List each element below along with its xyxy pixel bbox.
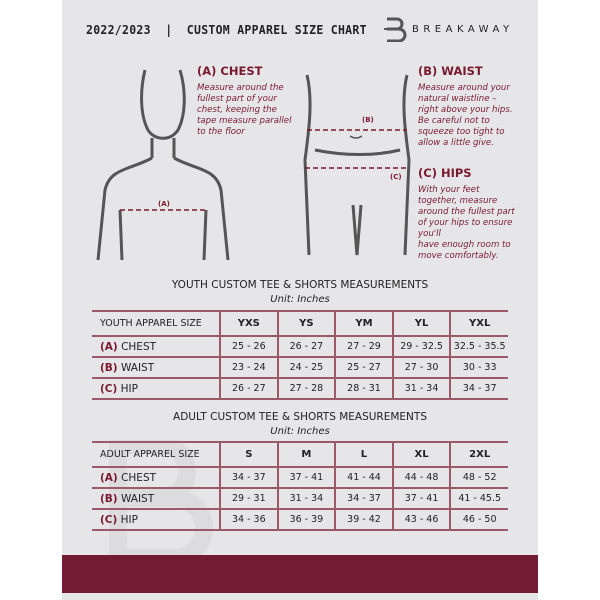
size-header: YL	[391, 310, 451, 337]
table-cell: 23 - 24	[219, 357, 278, 379]
row-name: CHEST	[121, 471, 157, 484]
chest-title: (A) CHEST	[197, 64, 263, 78]
adult-table-title: ADULT CUSTOM TEE & SHORTS MEASUREMENTS	[173, 411, 427, 423]
row-label: (B) WAIST	[92, 488, 220, 510]
page-title: 2022/2023 | CUSTOM APPAREL SIZE CHART	[86, 22, 367, 37]
header-label: ADULT APPAREL SIZE	[92, 441, 220, 468]
size-header: XL	[391, 441, 451, 468]
footer-bar	[62, 555, 538, 593]
table-cell: 26 - 27	[276, 336, 336, 358]
table-row: (C) HIP 34 - 36 36 - 39 39 - 42 43 - 46 46 - …	[92, 509, 508, 531]
table-cell: 32.5 - 35.5	[449, 336, 508, 358]
waist-title: (B) WAIST	[418, 64, 483, 78]
row-key: (B)	[100, 492, 118, 505]
size-header: YM	[334, 310, 393, 337]
size-header: S	[219, 441, 278, 468]
waist-instructions: Measure around your natural waistline – …	[418, 83, 513, 148]
row-key: (B)	[100, 361, 118, 374]
table-cell: 43 - 46	[391, 509, 451, 531]
size-header: 2XL	[449, 441, 508, 468]
hips-instructions: With your feet together, measure around …	[418, 185, 515, 261]
size-header: YXS	[219, 310, 278, 337]
hips-marker: (C)	[390, 173, 402, 181]
row-name: HIP	[120, 513, 138, 526]
table-cell: 44 - 48	[391, 467, 451, 489]
table-cell: 26 - 27	[219, 378, 278, 400]
table-cell: 41 - 44	[334, 467, 393, 489]
size-header: M	[276, 441, 336, 468]
table-row: (B) WAIST 23 - 24 24 - 25 25 - 27 27 - 30 30 …	[92, 357, 508, 379]
row-name: WAIST	[120, 361, 155, 374]
upper-body-figure	[96, 69, 230, 260]
table-cell: 24 - 25	[276, 357, 336, 379]
header-label: YOUTH APPAREL SIZE	[92, 310, 220, 337]
row-key: (A)	[100, 340, 118, 353]
table-cell: 28 - 31	[334, 378, 393, 400]
table-cell: 27 - 30	[391, 357, 451, 379]
table-cell: 48 - 52	[449, 467, 508, 489]
row-key: (C)	[100, 513, 118, 526]
table-cell: 34 - 37	[219, 467, 278, 489]
chest-marker: (A)	[158, 200, 170, 208]
row-key: (C)	[100, 382, 118, 395]
table-row: (A) CHEST 25 - 26 26 - 27 27 - 29 29 - 32.5 3…	[92, 336, 508, 358]
lower-body-figure	[303, 74, 411, 256]
table-row: (B) WAIST 29 - 31 31 - 34 34 - 37 37 - 41 41 …	[92, 488, 508, 510]
youth-size-table: YOUTH APPAREL SIZE YXS YS YM YL YXL (A) CHEST 2…	[92, 310, 508, 400]
table-cell: 31 - 34	[276, 488, 336, 510]
table-header-row: YOUTH APPAREL SIZE YXS YS YM YL YXL	[92, 310, 508, 337]
table-row: (A) CHEST 34 - 37 37 - 41 41 - 44 44 - 48 48 …	[92, 467, 508, 489]
table-cell: 46 - 50	[449, 509, 508, 531]
size-header: YXL	[449, 310, 508, 337]
table-cell: 29 - 31	[219, 488, 278, 510]
row-label: (C) HIP	[92, 378, 220, 400]
row-label: (C) HIP	[92, 509, 220, 531]
table-header-row: ADULT APPAREL SIZE S M L XL 2XL	[92, 441, 508, 468]
table-cell: 39 - 42	[334, 509, 393, 531]
row-name: CHEST	[121, 340, 157, 353]
waist-marker: (B)	[362, 116, 374, 124]
table-cell: 29 - 32.5	[391, 336, 451, 358]
brand-logo-icon	[384, 17, 407, 42]
table-cell: 41 - 45.5	[449, 488, 508, 510]
hips-title: (C) HIPS	[418, 166, 472, 180]
table-cell: 27 - 28	[276, 378, 336, 400]
table-cell: 34 - 37	[334, 488, 393, 510]
youth-unit: Unit: Inches	[270, 294, 330, 305]
table-cell: 25 - 27	[334, 357, 393, 379]
table-cell: 31 - 34	[391, 378, 451, 400]
brand-name: BREAKAWAY	[412, 24, 514, 35]
adult-unit: Unit: Inches	[270, 426, 330, 437]
adult-size-table: ADULT APPAREL SIZE S M L XL 2XL (A) CHEST 34 - …	[92, 441, 508, 531]
table-cell: 34 - 36	[219, 509, 278, 531]
size-header: YS	[276, 310, 336, 337]
table-cell: 30 - 33	[449, 357, 508, 379]
row-label: (B) WAIST	[92, 357, 220, 379]
table-cell: 37 - 41	[276, 467, 336, 489]
youth-table-title: YOUTH CUSTOM TEE & SHORTS MEASUREMENTS	[171, 279, 429, 291]
row-label: (A) CHEST	[92, 336, 220, 358]
size-header: L	[334, 441, 393, 468]
table-cell: 36 - 39	[276, 509, 336, 531]
row-name: HIP	[120, 382, 138, 395]
row-name: WAIST	[120, 492, 155, 505]
table-cell: 27 - 29	[334, 336, 393, 358]
chest-instructions: Measure around the fullest part of your …	[197, 83, 292, 137]
table-row: (C) HIP 26 - 27 27 - 28 28 - 31 31 - 34 34 - …	[92, 378, 508, 400]
table-cell: 34 - 37	[449, 378, 508, 400]
table-cell: 25 - 26	[219, 336, 278, 358]
row-label: (A) CHEST	[92, 467, 220, 489]
table-cell: 37 - 41	[391, 488, 451, 510]
row-key: (A)	[100, 471, 118, 484]
